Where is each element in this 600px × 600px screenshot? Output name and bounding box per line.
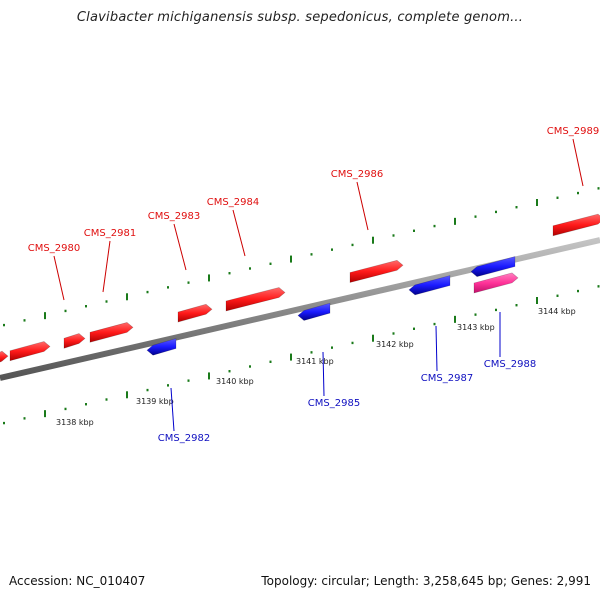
forward-gene-bar[interactable] [177,303,213,323]
accession-label: Accession: NC_010407 [9,574,146,588]
reverse-gene-bar[interactable] [470,256,516,277]
leader-line [322,351,325,397]
leader-line [173,223,187,271]
forward-gene-bar[interactable] [9,341,51,362]
reverse-gene-bar[interactable] [408,275,451,296]
forward-gene-bar[interactable] [63,333,86,349]
gene-label-cms_2982[interactable]: CMS_2982 [158,433,210,444]
forward-tick-track [3,187,600,327]
gene-label-cms_2984[interactable]: CMS_2984 [207,197,259,208]
gene-label-cms_2983[interactable]: CMS_2983 [148,211,200,222]
highlighted-gene-bar[interactable] [473,272,519,294]
genome-summary: Topology: circular; Length: 3,258,645 bp… [261,574,591,588]
leader-line [572,138,584,187]
scale-label: 3141 kbp [296,357,334,366]
forward-gene-bar[interactable] [89,322,134,343]
scale-label: 3144 kbp [538,307,576,316]
gene-label-cms_2980[interactable]: CMS_2980 [28,243,80,254]
scale-label: 3138 kbp [56,418,94,427]
leader-line [435,325,438,372]
reverse-gene-bar[interactable] [297,302,331,321]
scale-label: 3140 kbp [216,377,254,386]
leader-line [232,209,246,257]
gene-label-cms_2987[interactable]: CMS_2987 [421,373,473,384]
gene-label-cms_2988[interactable]: CMS_2988 [484,359,536,370]
leader-line [53,255,65,301]
leader-line [102,240,111,293]
leader-line [170,387,175,432]
leader-line [356,181,369,231]
forward-gene-bar[interactable] [552,213,600,237]
forward-gene-bar[interactable] [349,259,404,283]
gene-label-cms_2989[interactable]: CMS_2989 [547,126,599,137]
scale-label: 3143 kbp [457,323,495,332]
forward-gene-bar[interactable] [0,350,9,364]
scale-label: 3139 kbp [136,397,174,406]
gene-label-cms_2985[interactable]: CMS_2985 [308,398,360,409]
forward-gene-bar[interactable] [225,287,286,312]
scale-label: 3142 kbp [376,340,414,349]
reverse-gene-bar[interactable] [146,338,177,356]
gene-label-cms_2986[interactable]: CMS_2986 [331,169,383,180]
map-title: Clavibacter michiganensis subsp. sepedon… [76,10,524,25]
gene-label-cms_2981[interactable]: CMS_2981 [84,228,136,239]
reverse-tick-track [3,285,600,425]
